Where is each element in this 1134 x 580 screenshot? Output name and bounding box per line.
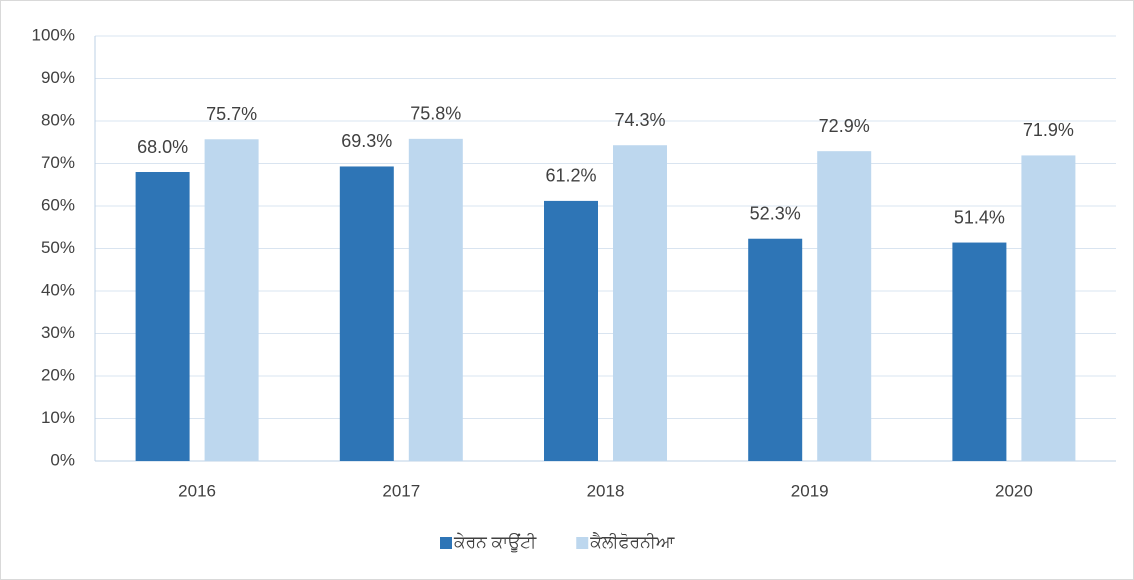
x-tick-label: 2017	[382, 481, 420, 500]
data-label: 68.0%	[137, 137, 188, 157]
y-tick-label: 30%	[41, 323, 75, 342]
data-label: 69.3%	[341, 131, 392, 151]
bar	[339, 166, 394, 461]
x-tick-label: 2019	[791, 481, 829, 500]
y-tick-label: 0%	[50, 450, 75, 469]
data-label: 51.4%	[954, 207, 1005, 227]
data-label: 71.9%	[1023, 120, 1074, 140]
bar	[204, 139, 259, 461]
bar	[1021, 155, 1076, 462]
data-label: 72.9%	[819, 116, 870, 136]
y-tick-label: 60%	[41, 195, 75, 214]
legend-swatch	[576, 537, 589, 549]
y-tick-label: 50%	[41, 238, 75, 257]
y-tick-label: 80%	[41, 110, 75, 129]
legend-label: ਕੈਲੀਫੋਰਨੀਆ	[589, 532, 675, 551]
data-label: 74.3%	[614, 110, 665, 130]
legend-label: ਕੇਰਨ ਕਾਊਂਟੀ	[453, 532, 537, 552]
bar	[748, 238, 803, 461]
y-tick-label: 70%	[41, 153, 75, 172]
bar	[613, 145, 667, 461]
bar	[952, 242, 1007, 461]
y-tick-label: 10%	[41, 408, 75, 427]
x-tick-label: 2020	[995, 481, 1033, 500]
bar	[135, 172, 190, 461]
bar	[408, 138, 463, 461]
data-label: 75.8%	[410, 104, 461, 124]
y-tick-label: 100%	[32, 25, 75, 44]
y-tick-label: 20%	[41, 365, 75, 384]
bar	[544, 200, 598, 461]
y-tick-label: 40%	[41, 280, 75, 299]
data-label: 52.3%	[750, 203, 801, 223]
data-label: 75.7%	[206, 104, 257, 124]
x-tick-label: 2018	[587, 481, 625, 500]
x-tick-label: 2016	[178, 481, 216, 500]
legend-swatch	[440, 537, 452, 549]
bar	[817, 151, 872, 462]
data-label: 61.2%	[545, 166, 596, 186]
y-tick-label: 90%	[41, 68, 75, 87]
